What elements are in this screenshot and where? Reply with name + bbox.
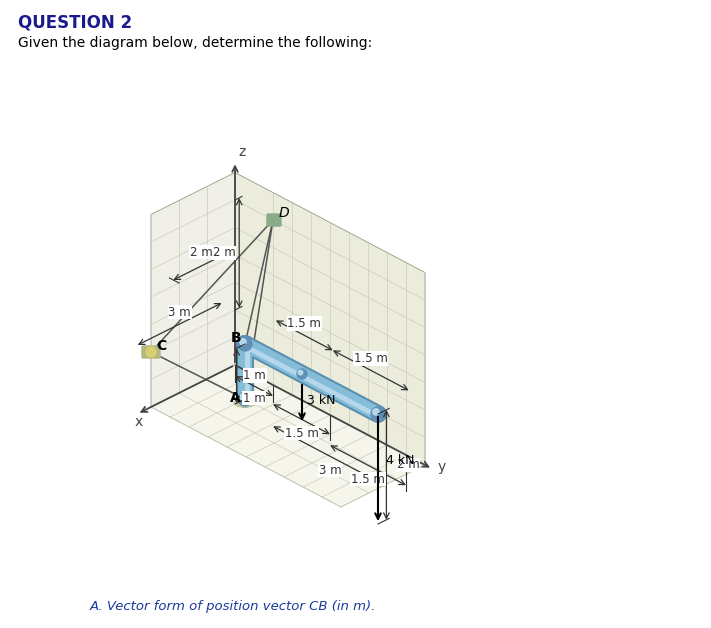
Circle shape [371,407,385,421]
Text: 1 m: 1 m [243,369,266,382]
Ellipse shape [234,399,256,407]
Circle shape [238,392,252,406]
Text: x: x [135,415,143,429]
Polygon shape [235,173,425,465]
Text: 3 m: 3 m [169,305,191,318]
Polygon shape [151,365,425,507]
Circle shape [240,338,246,345]
Text: 4 kN: 4 kN [386,454,415,467]
Text: A: A [230,391,241,405]
Text: z: z [238,146,245,160]
Text: QUESTION 2: QUESTION 2 [18,14,132,32]
Circle shape [297,369,307,379]
Text: 2 m: 2 m [213,246,235,259]
Polygon shape [151,173,235,407]
Text: A. Vector form of position vector CB (in m).: A. Vector form of position vector CB (in… [90,600,376,613]
Text: 3 m: 3 m [319,463,341,477]
Circle shape [298,371,303,375]
Circle shape [238,337,252,351]
Text: 1.5 m: 1.5 m [287,317,321,330]
Text: 3 kN: 3 kN [307,394,336,407]
Text: 2 m: 2 m [190,246,213,259]
FancyBboxPatch shape [267,214,281,226]
Text: 1.5 m: 1.5 m [351,473,385,485]
FancyBboxPatch shape [142,346,160,358]
Text: D: D [279,206,289,220]
Text: C: C [156,339,166,353]
Text: 1.5 m: 1.5 m [354,352,387,365]
Text: B: B [231,331,242,345]
Circle shape [373,409,379,415]
Text: Given the diagram below, determine the following:: Given the diagram below, determine the f… [18,36,373,50]
Text: 2 m: 2 m [397,458,419,471]
Circle shape [240,394,246,400]
Text: 1.5 m: 1.5 m [284,427,319,440]
Text: y: y [437,460,446,474]
Text: 1 m: 1 m [242,391,265,404]
Circle shape [146,347,156,357]
